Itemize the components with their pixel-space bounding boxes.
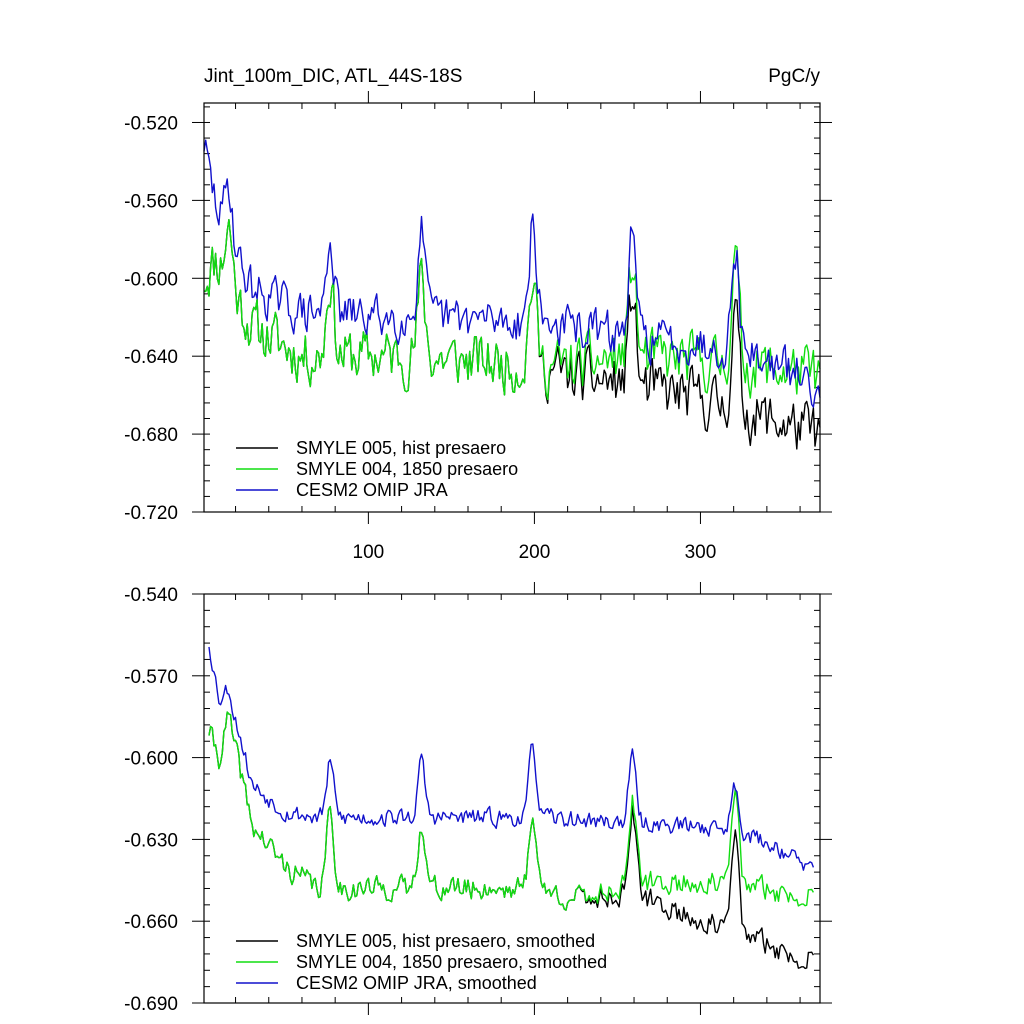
y-tick-label: -0.720	[124, 503, 178, 524]
legend-label: CESM2 OMIP JRA, smoothed	[296, 973, 537, 993]
y-tick-label: -0.600	[124, 269, 178, 290]
series-line-2	[203, 139, 821, 408]
series-line-1	[208, 711, 815, 911]
y-tick-label: -0.520	[124, 113, 178, 134]
series-line-2	[208, 646, 815, 871]
panel-top: Jint_100m_DIC, ATL_44S-18S PgC/y -0.720 -0.…	[124, 66, 832, 563]
y-tick-label: -0.570	[124, 667, 178, 688]
y-tick-label: -0.660	[124, 912, 178, 933]
series-line-0	[208, 711, 815, 970]
y-tick-label: -0.560	[124, 191, 178, 212]
y-tick-label: -0.540	[124, 585, 178, 606]
y-tick-label: -0.690	[124, 994, 178, 1015]
plot-frame	[203, 593, 821, 1004]
chart-units: PgC/y	[768, 66, 820, 87]
legend-label: SMYLE 004, 1850 presaero, smoothed	[296, 952, 607, 972]
legend-label: SMYLE 005, hist presaero	[296, 438, 506, 458]
x-tick-label: 200	[519, 542, 551, 563]
legend-label: SMYLE 005, hist presaero, smoothed	[296, 931, 595, 951]
y-tick-label: -0.640	[124, 347, 178, 368]
panel-bottom: -0.690 -0.660 -0.630 -0.600 -0.570 -0.540 SMYL…	[124, 582, 832, 1015]
y-tick-label: -0.680	[124, 425, 178, 446]
plot-frame	[203, 102, 821, 513]
x-tick-label: 300	[685, 542, 717, 563]
y-tick-label: -0.600	[124, 749, 178, 770]
x-tick-label: 100	[353, 542, 385, 563]
legend-label: SMYLE 004, 1850 presaero	[296, 459, 518, 479]
y-tick-label: -0.630	[124, 830, 178, 851]
legend-label: CESM2 OMIP JRA	[296, 480, 448, 500]
chart-title: Jint_100m_DIC, ATL_44S-18S	[204, 66, 462, 87]
series-line-1	[203, 219, 821, 401]
